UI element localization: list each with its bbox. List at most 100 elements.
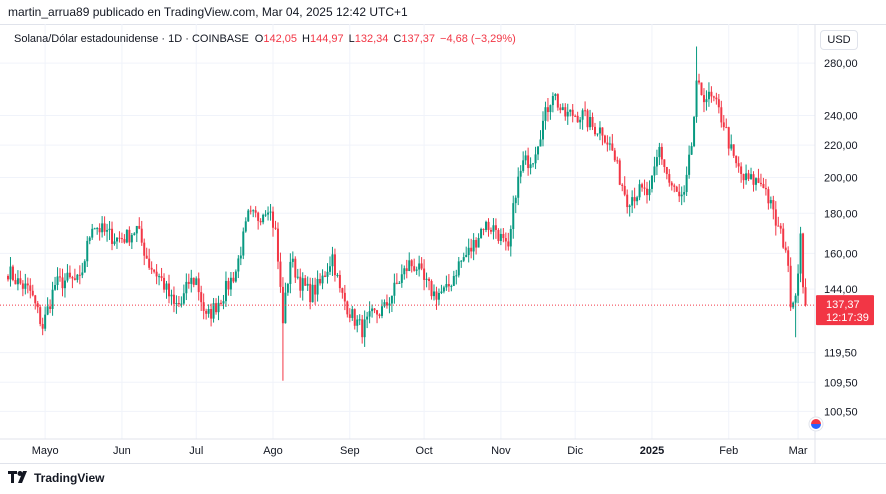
candle-body (175, 303, 178, 305)
candle-body (14, 280, 17, 285)
candle-body (294, 258, 297, 278)
candle-body (59, 276, 62, 278)
candle-body (742, 173, 745, 181)
candle-body (304, 278, 307, 286)
candle-body (39, 307, 42, 324)
candle-body (272, 211, 275, 228)
candle-body (390, 295, 393, 304)
candle-body (695, 80, 698, 117)
footer-brand[interactable]: TradingView (8, 470, 104, 486)
candle-body (36, 303, 39, 308)
candle-body (83, 261, 86, 273)
candle-body (368, 311, 371, 317)
currency-button[interactable]: USD (820, 30, 858, 50)
candle-body (673, 185, 676, 187)
candle-body (172, 294, 175, 304)
x-tick-label: Dic (567, 445, 583, 457)
y-tick-label: 240,00 (824, 110, 858, 122)
candle-body (395, 282, 398, 284)
candle-body (336, 274, 339, 276)
candle-body (581, 110, 584, 120)
candle-body (423, 268, 426, 280)
candle-body (732, 144, 735, 156)
price-label-countdown: 12:17:39 (826, 312, 869, 324)
candle-body (638, 184, 641, 198)
candle-body (190, 277, 193, 284)
candlestick-chart[interactable]: 280,00 240,00 220,00 200,00 180,00 160,00 144,… (0, 24, 886, 464)
candle-body (628, 205, 631, 208)
candle-body (232, 277, 235, 282)
candle-body (569, 109, 572, 112)
candle-body (737, 163, 740, 167)
candle-body (782, 228, 785, 248)
candle-body (210, 308, 213, 319)
candle-body (658, 146, 661, 158)
candle-body (561, 107, 564, 111)
candle-body (747, 173, 750, 179)
y-tick-label: 144,00 (824, 284, 858, 296)
candle-body (224, 280, 227, 302)
candle-body (725, 127, 728, 129)
candle-body (534, 154, 537, 164)
candle-body (420, 263, 423, 269)
candle-body (415, 269, 418, 271)
symbol-name[interactable]: Solana/Dólar estadounidense · 1D · COINB… (14, 33, 249, 45)
candle-body (7, 275, 9, 280)
candle-body (405, 268, 408, 272)
candle-body (115, 237, 118, 242)
candle-body (425, 278, 428, 280)
candle-body (333, 254, 336, 276)
candle-body (284, 292, 287, 324)
candle-body (794, 295, 797, 303)
candle-body (702, 95, 705, 103)
candle-body (566, 111, 569, 117)
candle-body (462, 257, 465, 261)
candle-body (227, 280, 230, 290)
candle-body (593, 126, 596, 135)
y-tick-label: 119,50 (824, 348, 857, 360)
candle-body (301, 278, 304, 291)
candle-body (675, 186, 678, 192)
candle-body (433, 291, 436, 297)
candle-body (541, 120, 544, 140)
high-value: 144,97 (309, 33, 344, 45)
candle-body (571, 109, 574, 116)
candle-body (24, 283, 27, 289)
candle-body (324, 275, 327, 277)
candle-body (527, 155, 530, 169)
y-tick-label: 100,50 (824, 406, 858, 418)
candle-body (754, 178, 757, 185)
tradingview-logo-icon (8, 470, 30, 486)
candle-body (31, 290, 34, 296)
candle-body (507, 241, 510, 247)
candle-body (435, 291, 438, 300)
candle-body (103, 223, 106, 232)
candle-body (167, 283, 170, 297)
candle-body (579, 119, 582, 123)
candle-body (21, 283, 24, 289)
candle-body (467, 247, 470, 256)
price-label-box (816, 295, 874, 326)
candle-body (608, 143, 611, 145)
candle-body (584, 110, 587, 112)
candle-body (338, 274, 341, 289)
candle-body (621, 184, 624, 186)
candle-body (319, 278, 322, 284)
candle-body (494, 225, 497, 230)
candle-body (160, 276, 163, 278)
candle-body (76, 274, 79, 280)
candle-body (373, 308, 376, 311)
candle-body (311, 284, 314, 303)
candle-body (648, 188, 651, 196)
candle-body (769, 200, 772, 204)
candle-body (480, 228, 483, 238)
candle-body (343, 292, 346, 302)
events-icon-top (811, 419, 821, 424)
candle-body (559, 107, 562, 111)
candle-body (596, 133, 599, 135)
publisher-caption: martin_arrua89 publicado en TradingView.… (8, 5, 408, 19)
candle-body (148, 258, 151, 268)
candle-body (683, 192, 686, 195)
candle-body (626, 194, 629, 208)
candle-body (797, 273, 800, 296)
